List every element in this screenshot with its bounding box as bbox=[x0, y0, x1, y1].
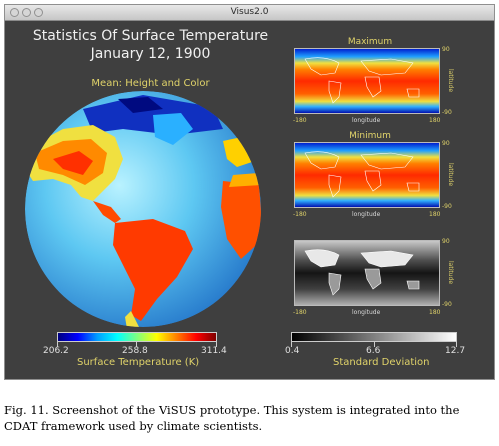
stddev-lon-max: 180 bbox=[429, 309, 441, 316]
maximum-lon-min: -180 bbox=[293, 117, 307, 124]
view-date: January 12, 1900 bbox=[90, 46, 211, 62]
maximum-panel-title: Maximum bbox=[347, 37, 393, 47]
maximum-lat-max: 90 bbox=[442, 46, 450, 53]
maximum-ylabel: latitude bbox=[447, 69, 454, 93]
render-canvas[interactable]: Statistics Of Surface Temperature Januar… bbox=[5, 21, 494, 379]
minimum-lat-max: 90 bbox=[442, 140, 450, 147]
maximum-xlabel: longitude bbox=[352, 117, 381, 124]
minimum-lon-min: -180 bbox=[293, 211, 307, 218]
colorbar-tick bbox=[456, 342, 457, 347]
colorbar-max-label: 311.4 bbox=[201, 346, 227, 356]
window-title: Visus2.0 bbox=[230, 7, 269, 17]
stddev-colorbar bbox=[291, 332, 457, 342]
minimum-map[interactable] bbox=[294, 142, 440, 208]
colorbar-tick bbox=[291, 342, 292, 347]
maximum-lat-min: -90 bbox=[442, 109, 452, 116]
minimum-ylabel: latitude bbox=[447, 163, 454, 187]
stddev-map[interactable] bbox=[294, 240, 440, 306]
globe-label: Mean: Height and Color bbox=[91, 78, 210, 89]
minimum-xlabel: longitude bbox=[352, 211, 381, 218]
sd-colorbar-title: Standard Deviation bbox=[333, 357, 430, 368]
stddev-lon-min: -180 bbox=[293, 309, 307, 316]
colorbar-tick bbox=[216, 342, 217, 347]
title-bar[interactable]: Visus2.0 bbox=[5, 5, 494, 21]
maximum-map[interactable] bbox=[294, 48, 440, 114]
colorbar-title: Surface Temperature (K) bbox=[77, 357, 200, 368]
colorbar-tick bbox=[374, 342, 375, 347]
minimize-button[interactable] bbox=[22, 8, 31, 17]
minimum-panel-title: Minimum bbox=[349, 131, 391, 141]
view-title: Statistics Of Surface Temperature bbox=[32, 28, 269, 44]
colorbar-tick bbox=[57, 342, 58, 347]
globe-view[interactable] bbox=[23, 89, 263, 329]
close-button[interactable] bbox=[10, 8, 19, 17]
maximum-lon-max: 180 bbox=[429, 117, 441, 124]
stddev-lat-max: 90 bbox=[442, 238, 450, 245]
colorbar-tick bbox=[136, 342, 137, 347]
zoom-button[interactable] bbox=[34, 8, 43, 17]
minimum-lon-max: 180 bbox=[429, 211, 441, 218]
sd-colorbar-mid-label: 6.6 bbox=[366, 346, 381, 356]
minimum-lat-min: -90 bbox=[442, 203, 452, 210]
stddev-xlabel: longitude bbox=[352, 309, 381, 316]
sd-colorbar-min-label: 0.4 bbox=[285, 346, 300, 356]
colorbar-min-label: 206.2 bbox=[43, 346, 69, 356]
stddev-lat-min: -90 bbox=[442, 301, 452, 308]
sd-colorbar-max-label: 12.7 bbox=[445, 346, 466, 356]
stddev-ylabel: latitude bbox=[447, 261, 454, 285]
colorbar-mid-label: 258.8 bbox=[122, 346, 148, 356]
figure-caption: Fig. 11. Screenshot of the ViSUS prototy… bbox=[4, 403, 460, 433]
temperature-colorbar bbox=[57, 332, 217, 342]
visus-window: Visus2.0 Statistics Of Surface Temperatu… bbox=[4, 4, 495, 380]
